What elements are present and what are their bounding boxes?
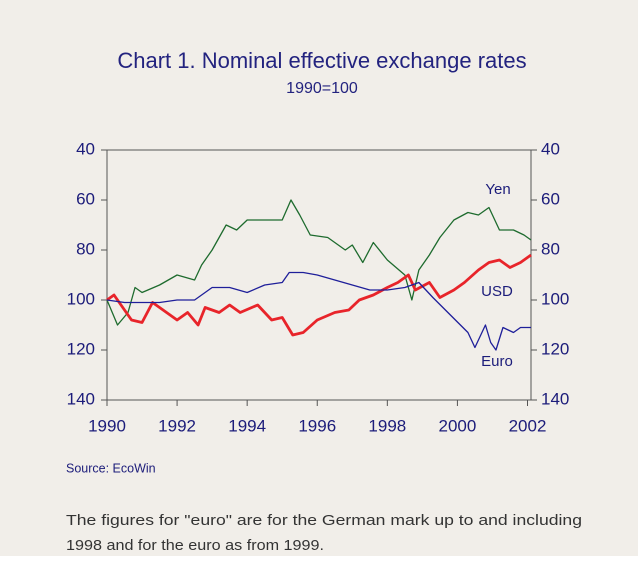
chart-title: Chart 1. Nominal effective exchange rate… bbox=[117, 48, 526, 73]
background bbox=[0, 0, 638, 556]
x-tick-label: 1990 bbox=[88, 416, 126, 435]
x-tick-label: 1994 bbox=[228, 416, 266, 435]
y2-tick-label: 120 bbox=[541, 339, 569, 358]
y2-tick-label: 140 bbox=[541, 389, 569, 408]
series-line bbox=[106, 253, 532, 337]
x-tick-label: 2000 bbox=[438, 416, 476, 435]
y-tick-label: 40 bbox=[76, 139, 95, 158]
y2-tick-label: 40 bbox=[541, 139, 560, 158]
source: Source: EcoWin bbox=[66, 461, 156, 475]
y2-tick-label: 100 bbox=[541, 289, 569, 308]
y-tick-label: 60 bbox=[76, 189, 95, 208]
x-tick-label: 1998 bbox=[368, 416, 406, 435]
y-tick-label: 80 bbox=[76, 239, 95, 258]
chart-subtitle: 1990=100 bbox=[286, 80, 358, 97]
series-label: USD bbox=[481, 283, 513, 300]
plot-area bbox=[106, 149, 532, 401]
x-tick-label: 2002 bbox=[509, 416, 547, 435]
y2-tick-label: 60 bbox=[541, 189, 560, 208]
y-tick-label: 120 bbox=[67, 339, 95, 358]
x-tick-label: 1992 bbox=[158, 416, 196, 435]
series-line bbox=[106, 199, 532, 326]
note-line: 1998 and for the euro as from 1999. bbox=[66, 537, 324, 554]
series-label: Euro bbox=[481, 353, 513, 370]
x-tick-label: 1996 bbox=[298, 416, 336, 435]
y2-tick-label: 80 bbox=[541, 239, 560, 258]
series-line bbox=[106, 271, 531, 351]
series-label: Yen bbox=[485, 181, 510, 198]
note-line: The figures for "euro" are for the Germa… bbox=[66, 512, 582, 529]
y-tick-label: 140 bbox=[67, 389, 95, 408]
y-tick-label: 100 bbox=[67, 289, 95, 308]
